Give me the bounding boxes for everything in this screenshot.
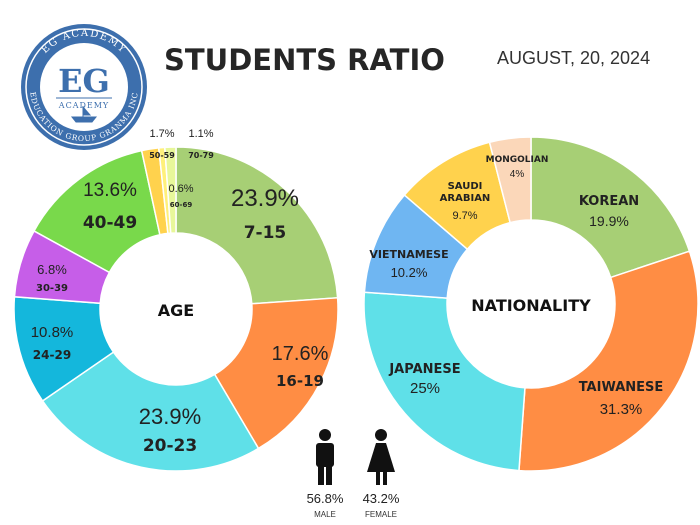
nationality-donut-chart: NATIONALITY 19.9% KOREAN 31.3% TAIWANESE 25% J… <box>363 136 699 472</box>
value-label-7-15: 23.9% <box>231 185 299 212</box>
category-label-japanese: JAPANESE <box>388 362 460 377</box>
value-label-40-49: 13.6% <box>83 180 137 201</box>
value-label-20-23: 23.9% <box>139 404 201 429</box>
slice-70-79 <box>164 146 177 234</box>
eg-academy-logo: EG ACADEMY EDUCATION GROUP GRANMA INC EG… <box>21 24 147 150</box>
logo-word: ACADEMY <box>58 101 109 110</box>
category-label-korean: KOREAN <box>579 194 639 209</box>
gender-section: 56.8% MALE 43.2% FEMALE <box>307 429 400 519</box>
logo-initials: EG <box>58 62 110 100</box>
value-label-30-39: 6.8% <box>37 262 67 277</box>
category-label-70-79: 70-79 <box>188 151 214 160</box>
slice-40-49 <box>33 149 161 274</box>
slice-taiwanese <box>518 250 699 472</box>
slice-7-15 <box>175 146 339 305</box>
category-label-7-15: 7-15 <box>244 223 287 243</box>
value-label-mongolian: 4% <box>510 169 525 180</box>
value-label-taiwanese: 31.3% <box>600 401 643 418</box>
category-label-16-19: 16-19 <box>276 372 324 390</box>
category-label-24-29: 24-29 <box>33 348 71 362</box>
slice-japanese <box>363 291 526 472</box>
slice-korean <box>530 136 691 279</box>
category-label-taiwanese: TAIWANESE <box>579 380 664 395</box>
center-label: AGE <box>158 301 194 320</box>
age-donut-chart: AGE 23.9% 7-15 17.6% 16-19 23.9% 20-23 10.8% 24-… <box>13 128 339 472</box>
category-label-40-49: 40-49 <box>83 213 137 233</box>
page-title: STUDENTS RATIO <box>164 43 445 77</box>
male-label: MALE <box>314 510 336 519</box>
value-label-70-79: 1.1% <box>188 128 213 140</box>
value-label-japanese: 25% <box>410 380 440 397</box>
center-label: NATIONALITY <box>471 296 591 315</box>
category-label-mongolian: MONGOLIAN <box>486 155 549 165</box>
male-percent: 56.8% <box>307 491 344 506</box>
value-label-60-69: 0.6% <box>168 183 193 195</box>
category-label-vietnamese: VIETNAMESE <box>369 248 448 261</box>
value-label-24-29: 10.8% <box>31 324 74 341</box>
value-label-korean: 19.9% <box>589 213 629 229</box>
female-percent: 43.2% <box>363 491 400 506</box>
female-label: FEMALE <box>365 510 397 519</box>
report-date: AUGUST, 20, 2024 <box>497 48 650 68</box>
value-label-vietnamese: 10.2% <box>391 265 428 280</box>
male-icon <box>316 429 334 485</box>
category-label-30-39: 30-39 <box>36 283 68 294</box>
value-label-50-59: 1.7% <box>149 128 174 140</box>
value-label-saudi-arabian: 9.7% <box>452 210 477 222</box>
slice-20-23 <box>41 351 260 472</box>
category-label-50-59: 50-59 <box>149 151 175 160</box>
category-label-60-69: 60-69 <box>170 201 193 209</box>
ship-icon <box>70 106 98 123</box>
category-label-20-23: 20-23 <box>143 436 197 456</box>
female-icon <box>367 429 395 485</box>
value-label-16-19: 17.6% <box>272 343 329 365</box>
category-label-saudi-arabian: SAUDI ARABIAN <box>440 181 491 204</box>
slice-mongolian <box>488 136 532 224</box>
slice-16-19 <box>213 297 339 450</box>
